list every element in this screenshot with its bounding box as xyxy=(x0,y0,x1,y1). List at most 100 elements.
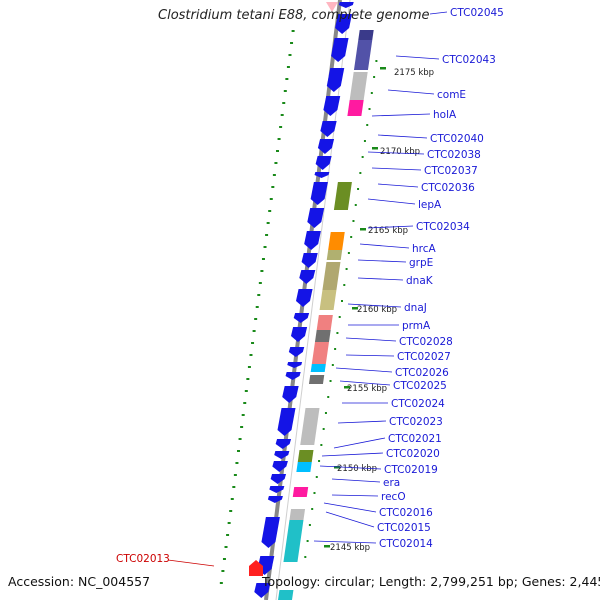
gene-label: comE xyxy=(437,89,466,101)
scale-tick-label: 2170 kbp xyxy=(380,147,420,157)
gene-leader-line xyxy=(377,183,419,188)
category-block xyxy=(328,232,345,250)
scale-tick xyxy=(372,147,378,150)
gene-arrow xyxy=(323,96,341,116)
gene-arrow xyxy=(287,362,303,368)
category-block xyxy=(311,342,329,364)
scale-track: 2175 kbp 2170 kbp 2165 kbp 2160 kbp 2155 kbp… xyxy=(304,60,434,558)
category-block xyxy=(319,290,337,310)
gc-skew-mark xyxy=(271,186,275,188)
gene-arrow xyxy=(274,451,290,459)
gene-label: CTC02019 xyxy=(384,464,438,476)
gc-skew-mark xyxy=(274,162,278,164)
gene-leader-line xyxy=(371,113,431,117)
gene-label: CTC02014 xyxy=(379,538,433,550)
gc-skew-mark xyxy=(290,42,294,44)
category-block xyxy=(353,40,373,70)
gene-arrow xyxy=(254,583,271,598)
gene-arrow xyxy=(290,327,308,342)
gene-leader-line xyxy=(359,243,410,249)
gc-skew-mark xyxy=(237,450,240,452)
feature-dot xyxy=(308,524,311,526)
feature-dot xyxy=(350,236,353,238)
gc-skew-mark xyxy=(219,582,223,584)
gene-arrow xyxy=(301,253,318,268)
feature-dot xyxy=(375,60,378,62)
gc-skew-mark xyxy=(288,54,292,56)
gc-skew-mark xyxy=(272,174,276,176)
scale-tick xyxy=(344,386,350,389)
scale-tick-label: 2150 kbp xyxy=(337,464,377,474)
gc-skew-mark xyxy=(268,210,272,212)
gc-skew-mark xyxy=(276,150,279,152)
scale-tick xyxy=(352,307,358,310)
gene-arrow xyxy=(285,372,301,380)
feature-dot xyxy=(334,348,337,350)
gene-label: lepA xyxy=(418,199,442,211)
gc-skew-mark xyxy=(243,402,247,404)
feature-dot xyxy=(318,460,321,462)
feature-dot xyxy=(345,268,348,270)
gene-leader-line xyxy=(357,259,407,263)
gene-leader-line xyxy=(325,511,375,528)
category-block xyxy=(308,375,325,384)
feature-dot xyxy=(361,156,364,158)
gene-arrow xyxy=(282,386,299,403)
gc-skew-mark xyxy=(277,138,281,140)
category-block xyxy=(292,487,309,497)
gene-label: CTC02028 xyxy=(399,336,453,348)
gene-label-left: CTC02013 xyxy=(116,553,170,565)
gc-skew-mark xyxy=(233,474,237,476)
category-block xyxy=(349,72,368,100)
gene-label: CTC02038 xyxy=(427,149,481,161)
gene-label: CTC02015 xyxy=(377,522,431,534)
gc-skew-mark xyxy=(282,102,286,104)
feature-dot xyxy=(341,300,343,302)
gene-label: CTC02020 xyxy=(386,448,440,460)
feature-dot xyxy=(329,380,332,382)
feature-dot xyxy=(315,476,318,478)
gene-leader-line xyxy=(395,55,440,60)
gene-leader-line xyxy=(345,337,397,342)
feature-dot xyxy=(324,412,327,414)
feature-dot xyxy=(363,140,366,142)
gene-arrow xyxy=(293,313,310,323)
gene-arrow xyxy=(317,139,335,154)
gc-skew-mark xyxy=(279,126,283,128)
gc-skew-mark xyxy=(286,66,290,68)
gene-arrow xyxy=(326,68,345,92)
gc-skew-mark xyxy=(251,342,255,344)
gene-arrow xyxy=(288,347,305,357)
gene-label: grpE xyxy=(409,257,433,269)
gene-labels: CTC02045 CTC02043 comE holA CTC02040 CTC02038… xyxy=(313,7,504,550)
gene-leader-line xyxy=(319,465,382,470)
gene-label: CTC02016 xyxy=(379,507,433,519)
gc-skew-mark xyxy=(244,390,248,392)
gene-leader-line xyxy=(347,303,402,308)
scale-tick-label: 2175 kbp xyxy=(394,68,434,78)
gene-label: CTC02021 xyxy=(388,433,442,445)
gc-skew-mark xyxy=(235,462,239,464)
category-block xyxy=(333,182,352,210)
gene-leader-line xyxy=(331,494,379,497)
forward-genes xyxy=(254,2,354,598)
gene-arrow xyxy=(307,208,325,228)
gene-leader-line xyxy=(345,354,395,357)
feature-dot xyxy=(357,188,360,190)
gc-skew-mark xyxy=(269,198,273,200)
gene-leader-line xyxy=(323,502,377,513)
category-block xyxy=(316,315,333,330)
gc-skew-mark xyxy=(232,486,236,488)
gene-leader-line xyxy=(321,452,384,457)
feature-dot xyxy=(366,124,369,126)
gene-label: dnaK xyxy=(406,275,434,287)
gene-arrow xyxy=(310,182,328,205)
gc-skew-mark xyxy=(265,234,269,236)
gene-label: CTC02036 xyxy=(421,182,475,194)
gene-leader-line xyxy=(371,167,422,171)
gene-label: CTC02025 xyxy=(393,380,447,392)
gene-leader-line xyxy=(333,437,386,449)
category-block xyxy=(297,450,314,462)
scale-tick-label: 2165 kbp xyxy=(368,226,408,236)
gene-arrow xyxy=(270,474,287,484)
